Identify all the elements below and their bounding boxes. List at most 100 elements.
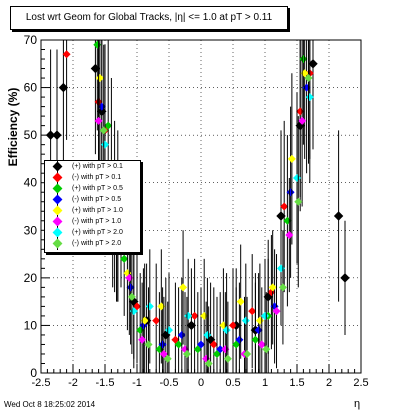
data-point [62, 50, 71, 59]
legend-marker-icon [52, 161, 63, 172]
data-point [304, 74, 313, 83]
data-point [262, 345, 271, 354]
x-tick-label: 0 [198, 377, 204, 389]
data-point [125, 273, 134, 282]
legend: (+) with pT > 0.1 (-) with pT > 0.1 (+) wi… [44, 160, 141, 253]
data-point [159, 349, 168, 358]
legend-label: (-) with pT > 0.5 [72, 196, 122, 203]
data-point [138, 335, 147, 344]
legend-item: (-) with pT > 1.0 [45, 215, 140, 228]
legend-item: (+) with pT > 0.5 [45, 182, 140, 195]
data-point [157, 302, 166, 311]
data-point [340, 273, 350, 283]
data-point [104, 121, 113, 130]
data-point [305, 93, 314, 102]
data-point [127, 292, 136, 301]
y-tick-label: 20 [24, 271, 38, 285]
data-point [94, 116, 103, 125]
data-point [229, 321, 237, 330]
data-point [294, 197, 303, 206]
data-point [204, 359, 213, 368]
data-point [254, 326, 263, 335]
data-point [251, 335, 260, 344]
legend-marker-icon [52, 227, 63, 238]
x-axis-label: η [354, 398, 360, 410]
data-point [95, 74, 104, 83]
data-point [101, 140, 109, 149]
y-tick-label: 70 [24, 33, 38, 47]
legend-item: (+) with pT > 2.0 [45, 226, 140, 239]
legend-label: (+) with pT > 2.0 [72, 229, 123, 236]
legend-item: (-) with pT > 0.5 [45, 193, 140, 206]
data-point [174, 340, 183, 349]
data-point [223, 354, 232, 363]
y-tick-label: 40 [24, 176, 38, 190]
legend-label: (-) with pT > 2.0 [72, 240, 122, 247]
data-point [280, 202, 289, 211]
data-point [163, 354, 172, 363]
data-point [158, 340, 167, 349]
data-point [285, 231, 294, 240]
data-point [179, 283, 188, 292]
chart-title: Lost wrt Geom for Global Tracks, |η| <= … [10, 6, 288, 30]
data-point [145, 302, 154, 311]
data-point [255, 316, 264, 325]
data-point [190, 311, 199, 320]
timestamp: Wed Oct 8 18:25:02 2014 [4, 400, 96, 409]
data-point [287, 154, 296, 163]
legend-label: (+) with pT > 0.1 [72, 163, 123, 170]
data-point [184, 311, 193, 320]
data-point [197, 340, 205, 349]
data-point [186, 320, 197, 331]
data-point [261, 311, 269, 320]
x-tick-label: 1.5 [289, 377, 304, 389]
data-point [152, 316, 161, 325]
legend-item: (+) with pT > 1.0 [45, 204, 140, 217]
x-tick-label: -2.5 [32, 377, 51, 389]
x-tick-label: 1 [262, 377, 268, 389]
y-tick-label: 30 [24, 223, 38, 237]
data-point [308, 59, 318, 69]
legend-marker-icon [52, 194, 63, 205]
data-point [99, 126, 108, 135]
data-point [236, 297, 245, 306]
data-point [298, 116, 307, 125]
data-point [203, 330, 212, 339]
data-point [272, 307, 281, 316]
data-point [221, 345, 230, 354]
legend-label: (+) with pT > 0.5 [72, 185, 123, 192]
x-tick-label: -0.5 [160, 377, 179, 389]
data-point [293, 173, 301, 182]
data-point [241, 316, 250, 325]
data-point [45, 130, 56, 140]
data-point [278, 283, 287, 292]
y-tick-label: 50 [24, 128, 38, 142]
legend-label: (-) with pT > 1.0 [72, 218, 122, 225]
x-tick-label: 0.5 [225, 377, 240, 389]
data-point [140, 316, 149, 325]
data-point [120, 254, 129, 263]
legend-marker-icon [52, 172, 63, 183]
y-axis-label: Efficiency (%) [6, 88, 20, 167]
data-point [144, 340, 153, 349]
data-point [268, 283, 277, 292]
data-point [209, 340, 218, 349]
data-point [182, 349, 191, 358]
data-point [248, 307, 257, 316]
legend-item: (+) with pT > 0.1 [45, 160, 140, 173]
y-tick-label: 10 [24, 318, 38, 332]
axes: -2.5 -2 -1.5 -1 -0.5 0 0.5 1 1.5 2 2.5 0 10 20 30 40 50 6… [24, 33, 369, 389]
x-tick-label: -1.5 [96, 377, 115, 389]
x-tick-label: 2 [326, 377, 332, 389]
data-point [93, 40, 102, 49]
y-tick-label: 60 [24, 81, 38, 95]
data-point [257, 340, 266, 349]
legend-item: (-) with pT > 2.0 [45, 237, 140, 250]
x-tick-label: 2.5 [353, 377, 368, 389]
legend-marker-icon [52, 216, 63, 227]
legend-label: (-) with pT > 0.1 [72, 174, 122, 181]
legend-label: (+) with pT > 1.0 [72, 207, 123, 214]
data-point [126, 283, 135, 292]
data-point [235, 335, 244, 344]
data-point [177, 330, 186, 339]
